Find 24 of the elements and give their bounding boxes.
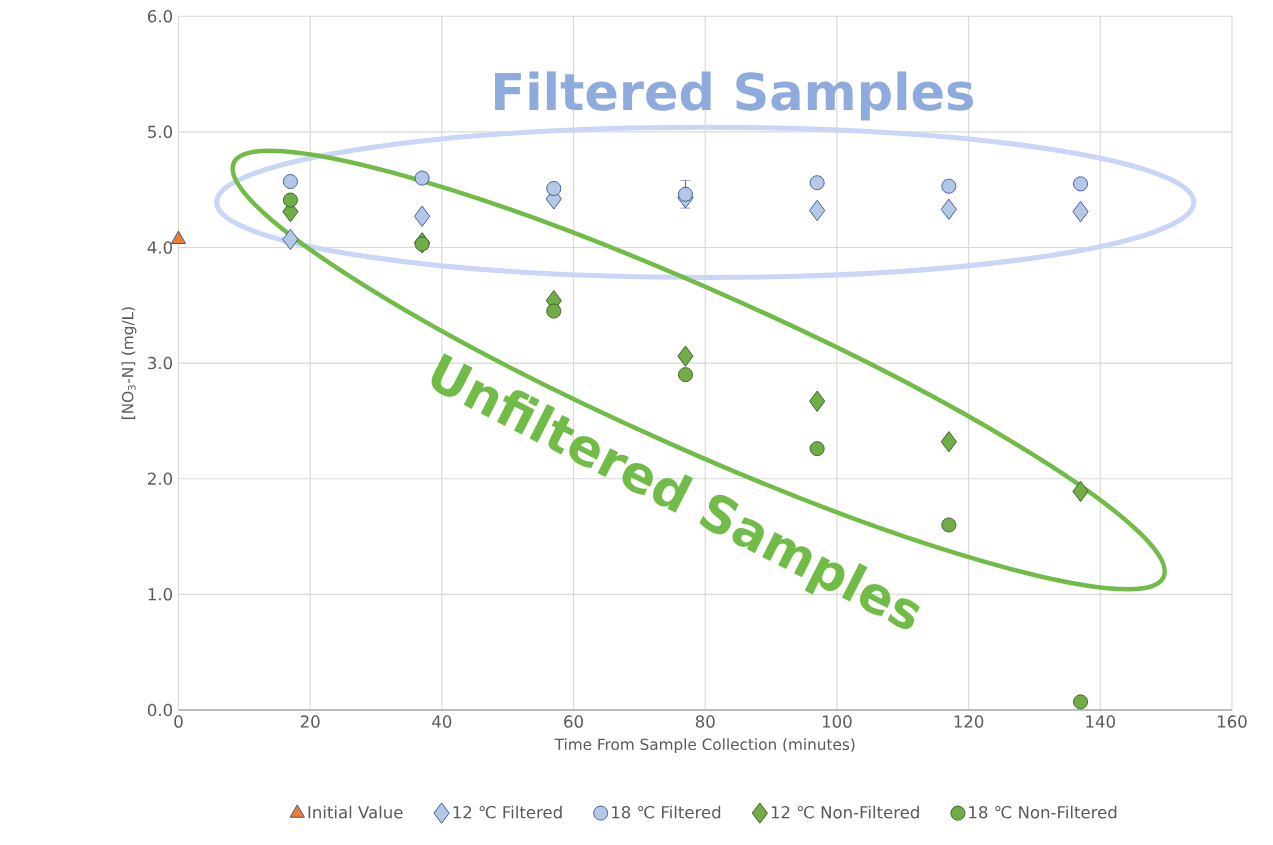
y-tick-label: 6.0 xyxy=(147,10,173,23)
x-tick-label: 100 xyxy=(822,715,852,729)
x-tick-label: 0 xyxy=(174,715,183,729)
y-tick-label: 2.0 xyxy=(148,472,173,486)
y-axis-title: [NO$_{3}$-N] (mg/L) xyxy=(121,307,137,420)
x-tick-label: 120 xyxy=(954,715,984,729)
y-tick-label: 3.0 xyxy=(148,357,173,370)
legend-label: 18 ℃ Filtered xyxy=(612,805,721,819)
y-tick-label: 1.0 xyxy=(148,588,173,601)
annotation: Filtered Samples xyxy=(495,71,973,121)
x-tick-label: 40 xyxy=(432,715,452,729)
y-tick-label: 4.0 xyxy=(147,241,173,254)
legend-label: 18 ℃ Non-Filtered xyxy=(969,805,1117,819)
legend-label: 12 ℃ Non-Filtered xyxy=(771,805,919,819)
y-tick-label: 0.0 xyxy=(147,703,173,717)
x-tick-label: 160 xyxy=(1218,715,1247,729)
x-tick-label: 140 xyxy=(1086,715,1115,729)
x-tick-label: 80 xyxy=(695,715,715,729)
y-tick-label: 5.0 xyxy=(148,125,173,139)
x-tick-label: 60 xyxy=(564,715,583,729)
x-axis-title: Time From Sample Collection (minutes) xyxy=(554,738,855,754)
x-tick-label: 20 xyxy=(300,715,320,729)
legend-label: Initial Value xyxy=(308,805,403,819)
legend-label: 12 ℃ Filtered xyxy=(453,805,562,819)
